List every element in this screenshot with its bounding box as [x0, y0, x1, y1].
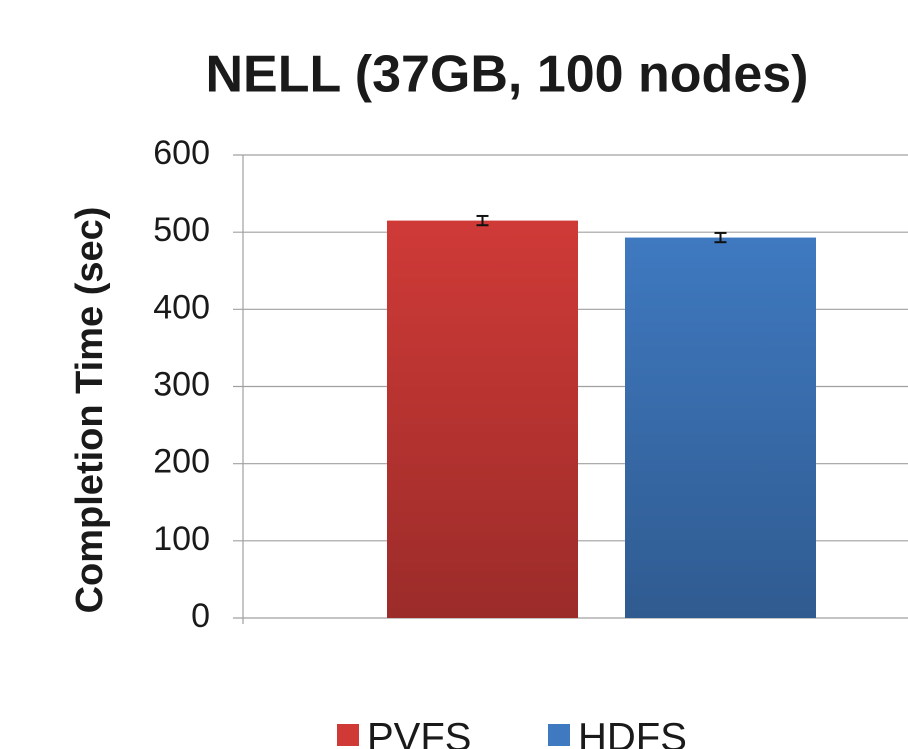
error-bar	[476, 214, 489, 227]
y-tick-label: 400	[153, 288, 210, 326]
legend-label: PVFS	[367, 716, 471, 749]
bar-shade	[387, 220, 578, 618]
y-axis-label: Completion Time (sec)	[69, 207, 111, 614]
error-bar	[714, 231, 727, 244]
y-tick-label: 500	[153, 211, 210, 249]
chart-title: NELL (37GB, 100 nodes)	[206, 46, 809, 104]
y-tick-label: 200	[153, 443, 210, 481]
legend-swatch	[548, 724, 570, 746]
y-tick-label: 300	[153, 365, 210, 403]
y-tick-label: 0	[191, 597, 210, 635]
y-tick-label: 600	[153, 134, 210, 172]
legend-label: HDFS	[578, 716, 687, 749]
legend-swatch	[337, 724, 359, 746]
bar-shade	[625, 237, 816, 618]
y-tick-label: 100	[153, 520, 210, 558]
